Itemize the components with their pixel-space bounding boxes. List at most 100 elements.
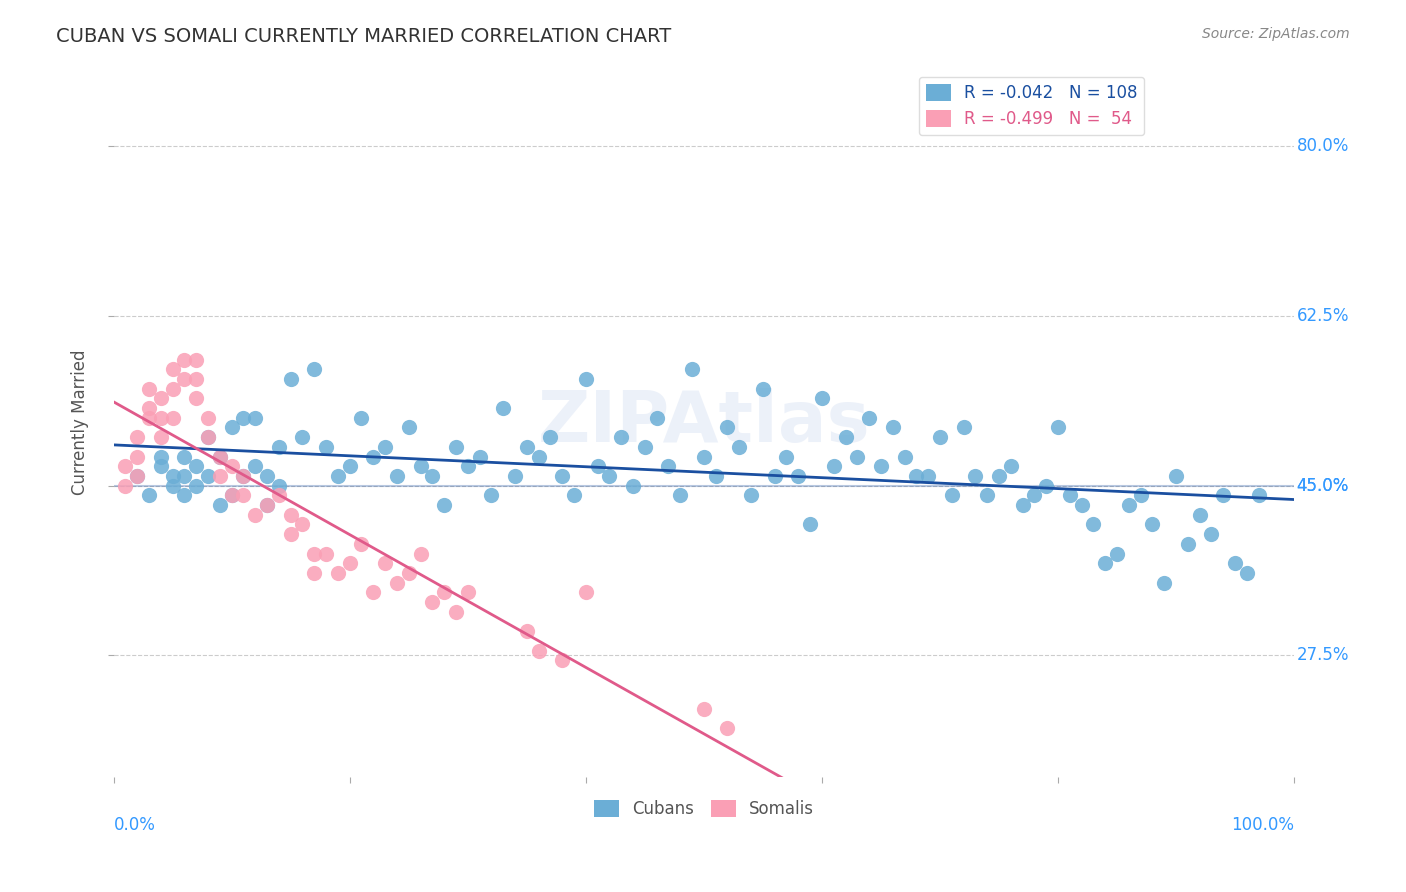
Point [752, 382, 775, 396]
Point [846, 450, 869, 464]
Point [929, 430, 952, 444]
Point [1118, 498, 1140, 512]
Point [941, 488, 963, 502]
Point [162, 410, 184, 425]
Point [361, 450, 384, 464]
Point [267, 478, 290, 492]
Point [173, 372, 195, 386]
Point [575, 585, 598, 599]
Point [208, 450, 231, 464]
Point [173, 469, 195, 483]
Point [374, 440, 396, 454]
Point [173, 450, 195, 464]
Point [1188, 508, 1211, 522]
Point [138, 382, 160, 396]
Point [1083, 517, 1105, 532]
Point [799, 517, 821, 532]
Text: 45.0%: 45.0% [1296, 476, 1348, 495]
Legend: Cubans, Somalis: Cubans, Somalis [588, 794, 821, 825]
Point [1153, 575, 1175, 590]
Point [538, 430, 561, 444]
Text: 100.0%: 100.0% [1232, 815, 1294, 833]
Point [420, 595, 443, 609]
Point [858, 410, 880, 425]
Point [988, 469, 1011, 483]
Point [1201, 527, 1223, 541]
Point [516, 624, 538, 639]
Point [693, 702, 716, 716]
Point [232, 410, 254, 425]
Point [1011, 498, 1033, 512]
Point [468, 450, 491, 464]
Point [197, 430, 219, 444]
Point [197, 430, 219, 444]
Point [610, 430, 633, 444]
Text: 27.5%: 27.5% [1296, 647, 1348, 665]
Point [339, 459, 361, 474]
Point [162, 478, 184, 492]
Point [516, 440, 538, 454]
Point [716, 721, 738, 735]
Point [634, 440, 657, 454]
Point [267, 440, 290, 454]
Point [503, 469, 526, 483]
Point [385, 469, 408, 483]
Point [304, 362, 326, 376]
Point [917, 469, 939, 483]
Point [787, 469, 810, 483]
Point [315, 440, 337, 454]
Point [716, 420, 738, 434]
Point [1142, 517, 1164, 532]
Point [870, 459, 893, 474]
Text: 45.0%: 45.0% [1296, 476, 1348, 495]
Point [304, 566, 326, 580]
Point [681, 362, 703, 376]
Point [138, 401, 160, 415]
Point [763, 469, 786, 483]
Point [728, 440, 751, 454]
Point [1070, 498, 1092, 512]
Point [186, 459, 208, 474]
Point [444, 440, 467, 454]
Point [149, 459, 172, 474]
Point [186, 478, 208, 492]
Point [457, 585, 479, 599]
Point [598, 469, 620, 483]
Point [245, 410, 267, 425]
Point [267, 488, 290, 502]
Point [350, 537, 373, 551]
Y-axis label: Currently Married: Currently Married [72, 350, 89, 495]
Point [976, 488, 998, 502]
Point [208, 469, 231, 483]
Point [232, 469, 254, 483]
Point [197, 469, 219, 483]
Point [1105, 547, 1128, 561]
Point [1024, 488, 1046, 502]
Point [527, 643, 550, 657]
Point [197, 410, 219, 425]
Point [1094, 556, 1116, 570]
Point [339, 556, 361, 570]
Point [232, 488, 254, 502]
Point [1247, 488, 1270, 502]
Point [173, 488, 195, 502]
Point [893, 450, 915, 464]
Point [221, 420, 243, 434]
Point [385, 575, 408, 590]
Point [221, 488, 243, 502]
Point [127, 469, 149, 483]
Point [1236, 566, 1258, 580]
Point [186, 352, 208, 367]
Point [1035, 478, 1057, 492]
Point [952, 420, 974, 434]
Point [740, 488, 762, 502]
Point [149, 430, 172, 444]
Point [645, 410, 668, 425]
Point [232, 469, 254, 483]
Point [775, 450, 797, 464]
Point [173, 352, 195, 367]
Point [1129, 488, 1152, 502]
Point [965, 469, 987, 483]
Point [398, 420, 420, 434]
Point [905, 469, 928, 483]
